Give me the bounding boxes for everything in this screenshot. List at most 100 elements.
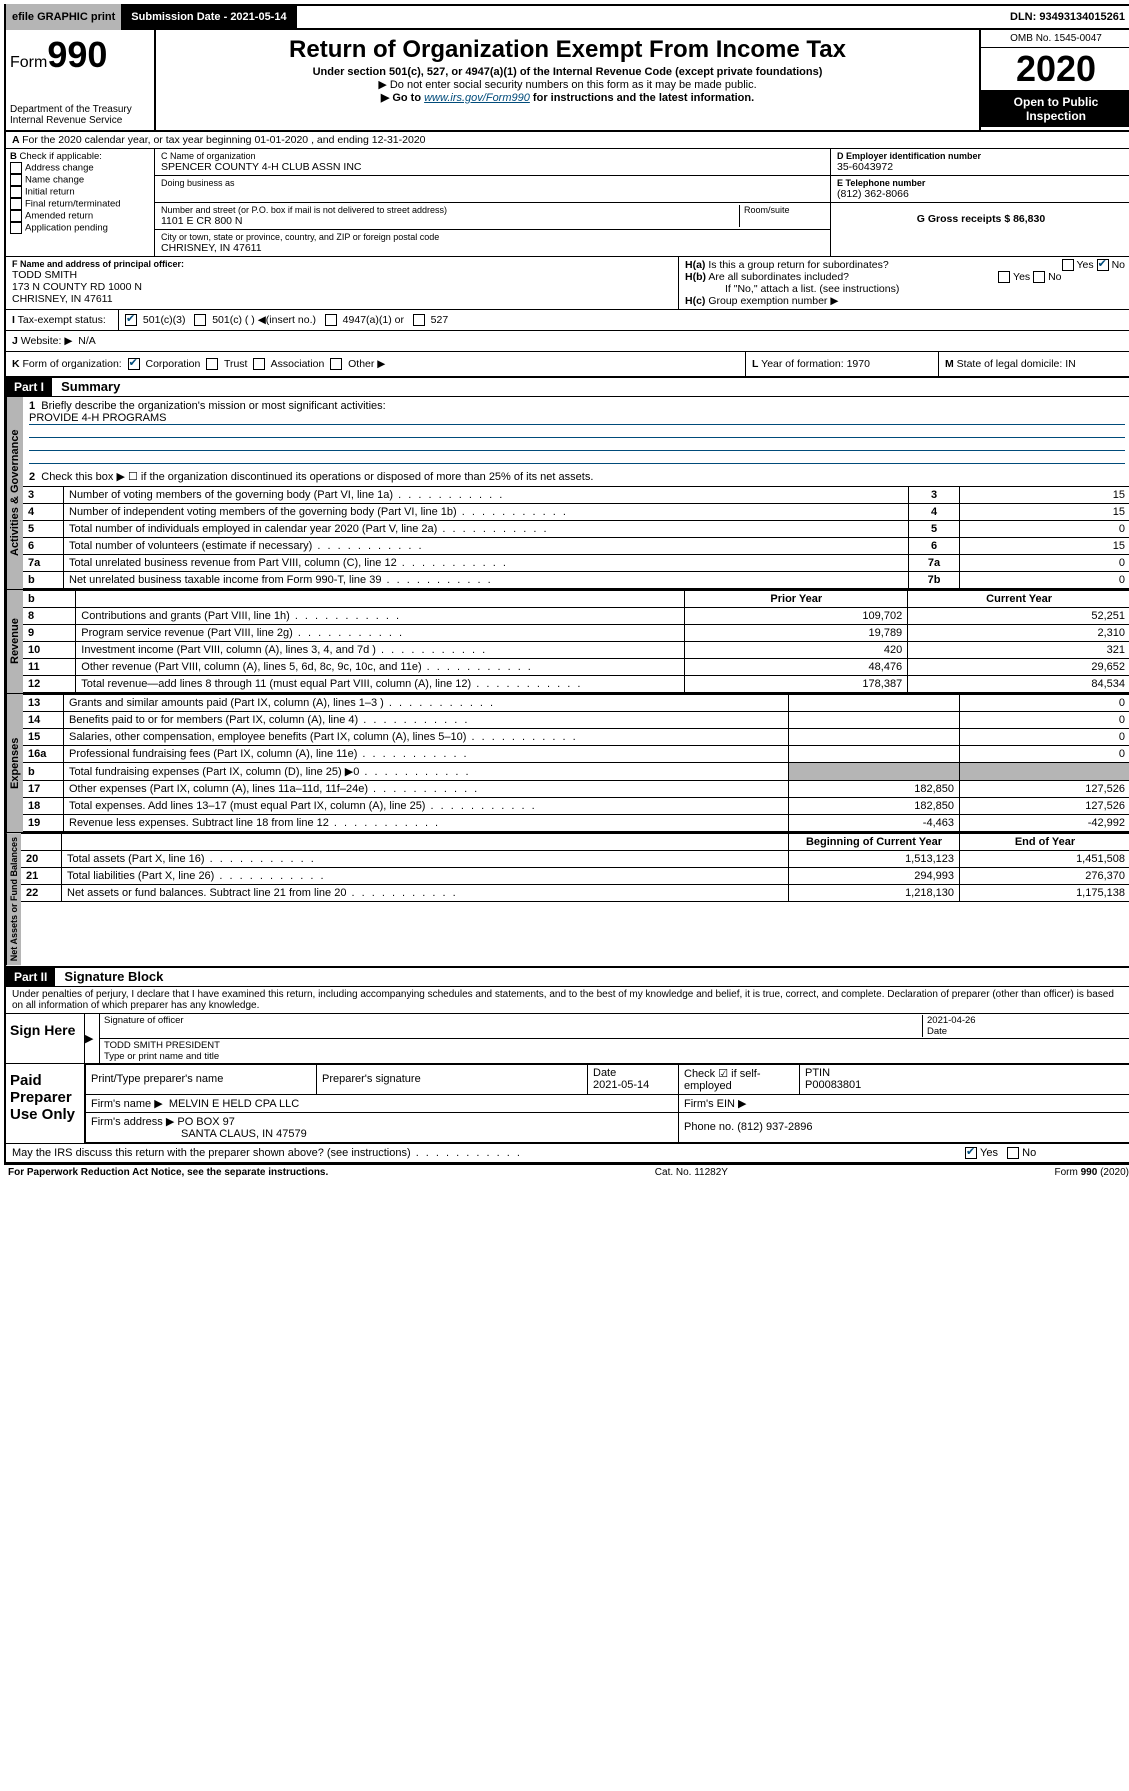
dln: DLN: 93493134015261 xyxy=(1004,9,1129,25)
table-row: 20Total assets (Part X, line 16)1,513,12… xyxy=(21,851,1129,868)
dba-label: Doing business as xyxy=(161,178,824,188)
tax-status-label: Tax-exempt status: xyxy=(18,314,106,326)
table-row: 6Total number of volunteers (estimate if… xyxy=(23,538,1129,555)
cb-discuss-yes[interactable] xyxy=(965,1147,977,1159)
city-label: City or town, state or province, country… xyxy=(161,232,824,242)
officer-label: F Name and address of principal officer: xyxy=(12,259,672,269)
table-row: 13Grants and similar amounts paid (Part … xyxy=(23,695,1129,712)
cb-527[interactable] xyxy=(413,314,425,326)
subtitle-3: ▶ Go to www.irs.gov/Form990 for instruct… xyxy=(160,91,975,104)
table-row: bTotal fundraising expenses (Part IX, co… xyxy=(23,763,1129,781)
h-a: H(a) Is this a group return for subordin… xyxy=(685,259,1125,271)
paid-preparer-label: Paid Preparer Use Only xyxy=(6,1064,85,1143)
submission-date: Submission Date - 2021-05-14 xyxy=(123,4,296,30)
org-address: 1101 E CR 800 N xyxy=(161,215,735,227)
table-row: 14Benefits paid to or for members (Part … xyxy=(23,712,1129,729)
state-domicile: State of legal domicile: IN xyxy=(957,358,1076,370)
cb-app-pending[interactable]: Application pending xyxy=(10,222,150,234)
page-footer: For Paperwork Reduction Act Notice, see … xyxy=(4,1164,1129,1180)
cb-other[interactable] xyxy=(330,358,342,370)
org-form-label: Form of organization: xyxy=(23,358,122,370)
netassets-table: Beginning of Current Year End of Year 20… xyxy=(21,833,1129,902)
tax-year: 2020 xyxy=(981,48,1129,91)
h-b: H(b) Are all subordinates included? Yes … xyxy=(685,271,1125,283)
table-row: 17Other expenses (Part IX, column (A), l… xyxy=(23,781,1129,798)
type-name-label: Type or print name and title xyxy=(104,1051,1127,1062)
part1-title: Summary xyxy=(55,379,120,394)
ein-value: 35-6043972 xyxy=(837,161,1125,173)
cb-501c[interactable] xyxy=(194,314,206,326)
irs-label: Internal Revenue Service xyxy=(10,115,150,126)
mission-label: Briefly describe the organization's miss… xyxy=(41,400,385,412)
subtitle-1: Under section 501(c), 527, or 4947(a)(1)… xyxy=(160,66,975,78)
cb-501c3[interactable] xyxy=(125,314,137,326)
table-row: 11Other revenue (Part VIII, column (A), … xyxy=(23,659,1129,676)
org-name: SPENCER COUNTY 4-H CLUB ASSN INC xyxy=(161,161,824,173)
year-formation: Year of formation: 1970 xyxy=(761,358,870,370)
cb-final-return[interactable]: Final return/terminated xyxy=(10,198,150,210)
h-c: H(c) Group exemption number ▶ xyxy=(685,295,1125,307)
cb-amended[interactable]: Amended return xyxy=(10,210,150,222)
org-city: CHRISNEY, IN 47611 xyxy=(161,242,824,254)
table-row: 7aTotal unrelated business revenue from … xyxy=(23,555,1129,572)
addr-label: Number and street (or P.O. box if mail i… xyxy=(161,205,735,215)
preparer-table: Print/Type preparer's name Preparer's si… xyxy=(85,1064,1129,1143)
sig-officer-label: Signature of officer xyxy=(104,1015,922,1037)
table-row: 3Number of voting members of the governi… xyxy=(23,487,1129,504)
phone-value: (812) 362-8066 xyxy=(837,188,1125,200)
omb-number: OMB No. 1545-0047 xyxy=(981,30,1129,48)
ein-label: D Employer identification number xyxy=(837,151,1125,161)
expenses-table: 13Grants and similar amounts paid (Part … xyxy=(23,694,1129,832)
dept-label: Department of the Treasury xyxy=(10,104,150,115)
officer-name: TODD SMITH xyxy=(12,269,672,281)
cb-discuss-no[interactable] xyxy=(1007,1147,1019,1159)
table-row: 19Revenue less expenses. Subtract line 1… xyxy=(23,815,1129,832)
cb-assoc[interactable] xyxy=(253,358,265,370)
form-number: Form990 xyxy=(10,34,150,76)
cb-corp[interactable] xyxy=(128,358,140,370)
cb-trust[interactable] xyxy=(206,358,218,370)
gross-receipts: G Gross receipts $ 86,830 xyxy=(917,213,1045,225)
tab-revenue: Revenue xyxy=(6,590,23,693)
part1-header: Part I xyxy=(6,378,52,396)
subtitle-2: ▶ Do not enter social security numbers o… xyxy=(160,78,975,91)
form-header: Form990 Department of the Treasury Inter… xyxy=(4,30,1129,132)
sig-date: 2021-04-26 xyxy=(927,1015,1127,1026)
table-row: bNet unrelated business taxable income f… xyxy=(23,572,1129,589)
room-label: Room/suite xyxy=(744,205,824,215)
governance-table: 3Number of voting members of the governi… xyxy=(23,486,1129,589)
table-row: 22Net assets or fund balances. Subtract … xyxy=(21,885,1129,902)
officer-addr2: CHRISNEY, IN 47611 xyxy=(12,293,672,305)
line-a: A For the 2020 calendar year, or tax yea… xyxy=(6,132,1129,149)
date-label: Date xyxy=(927,1026,1127,1037)
website-label: Website: ▶ xyxy=(21,335,73,347)
part2-header: Part II xyxy=(6,968,55,986)
org-name-label: C Name of organization xyxy=(161,151,824,161)
h-b-note: If "No," attach a list. (see instruction… xyxy=(685,283,1125,295)
table-row: 21Total liabilities (Part X, line 26)294… xyxy=(21,868,1129,885)
instructions-link[interactable]: www.irs.gov/Form990 xyxy=(424,92,530,104)
website-value: N/A xyxy=(78,335,96,347)
table-row: 18Total expenses. Add lines 13–17 (must … xyxy=(23,798,1129,815)
phone-label: E Telephone number xyxy=(837,178,1125,188)
topbar: efile GRAPHIC print Submission Date - 20… xyxy=(4,4,1129,30)
officer-addr1: 173 N COUNTY RD 1000 N xyxy=(12,281,672,293)
mission-text: PROVIDE 4-H PROGRAMS xyxy=(29,412,1125,425)
cb-name-change[interactable]: Name change xyxy=(10,174,150,186)
table-row: 10Investment income (Part VIII, column (… xyxy=(23,642,1129,659)
table-row: 8Contributions and grants (Part VIII, li… xyxy=(23,608,1129,625)
efile-button[interactable]: efile GRAPHIC print xyxy=(6,4,123,30)
inspection-badge: Open to Public Inspection xyxy=(981,91,1129,127)
entity-block: A For the 2020 calendar year, or tax yea… xyxy=(4,132,1129,378)
table-row: 4Number of independent voting members of… xyxy=(23,504,1129,521)
table-row: 16aProfessional fundraising fees (Part I… xyxy=(23,746,1129,763)
line-2: 2 Check this box ▶ ☐ if the organization… xyxy=(23,467,1129,486)
cb-address-change[interactable]: Address change xyxy=(10,162,150,174)
cb-4947[interactable] xyxy=(325,314,337,326)
revenue-table: b Prior Year Current Year 8Contributions… xyxy=(23,590,1129,693)
table-row: 5Total number of individuals employed in… xyxy=(23,521,1129,538)
form-title: Return of Organization Exempt From Incom… xyxy=(160,36,975,64)
cb-initial-return[interactable]: Initial return xyxy=(10,186,150,198)
discuss-question: May the IRS discuss this return with the… xyxy=(12,1147,965,1159)
tab-governance: Activities & Governance xyxy=(6,397,23,589)
